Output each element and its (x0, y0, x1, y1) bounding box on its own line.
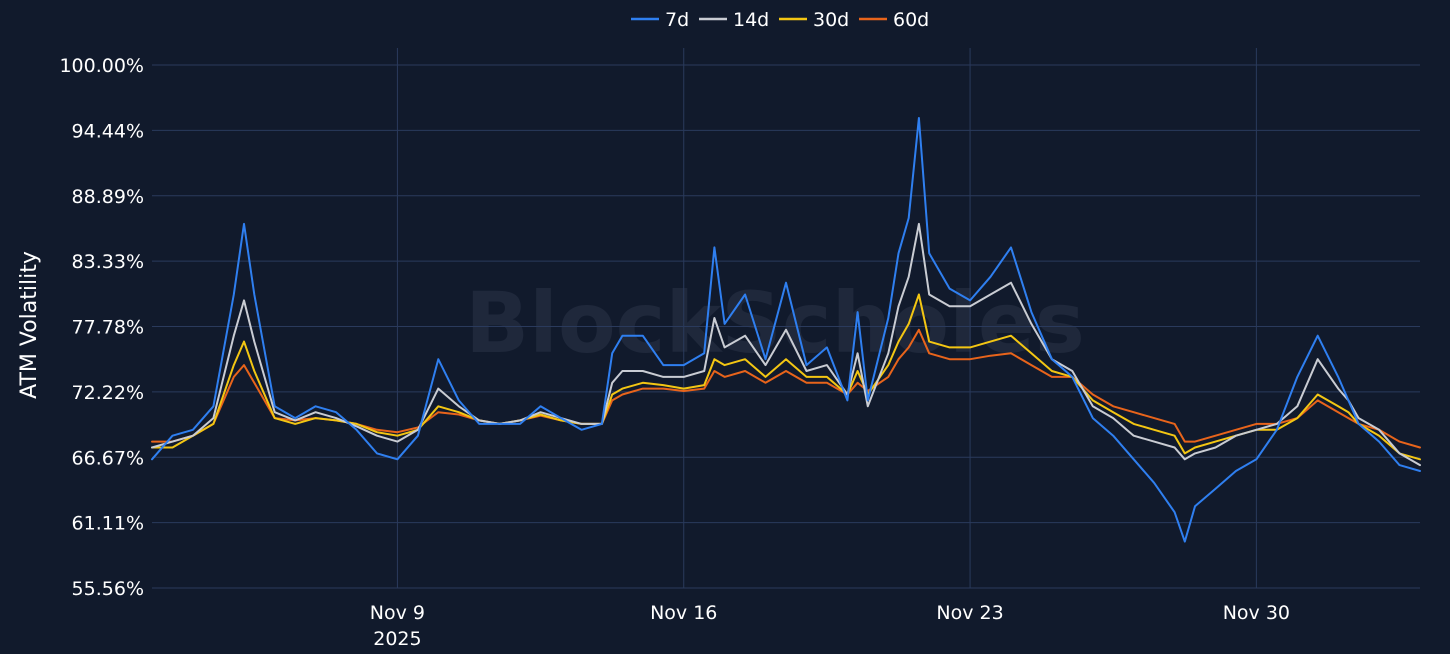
series-line-14d (151, 222, 1421, 467)
legend-item-30d[interactable]: 30d (779, 9, 849, 31)
grid (152, 48, 1420, 589)
legend-label: 14d (733, 9, 769, 31)
y-tick-label: 83.33% (72, 251, 144, 273)
series-layer (151, 117, 1421, 543)
x-axis: Nov 9 2025 Nov 16 Nov 23 Nov 30 (370, 602, 1290, 650)
y-tick-label: 72.22% (72, 382, 144, 404)
y-tick-label: 77.78% (72, 317, 144, 339)
series-line-60d (151, 328, 1421, 449)
x-tick-label: Nov 16 (650, 602, 717, 624)
legend-label: 30d (813, 9, 849, 31)
legend-label: 7d (665, 9, 689, 31)
x-tick-sublabel: 2025 (373, 628, 421, 650)
legend-item-14d[interactable]: 14d (699, 9, 769, 31)
x-tick-label: Nov 30 (1223, 602, 1290, 624)
y-axis: 100.00% 94.44% 88.89% 83.33% 77.78% 72.22% 66.… (59, 55, 144, 600)
y-tick-label: 66.67% (72, 447, 144, 469)
legend: 7d 14d 30d 60d (631, 9, 929, 31)
y-axis-label: ATM Volatility (17, 251, 42, 399)
y-tick-label: 88.89% (72, 186, 144, 208)
series-line-30d (151, 293, 1421, 461)
y-tick-label: 55.56% (72, 578, 144, 600)
x-tick-label: Nov 9 (370, 602, 425, 624)
y-tick-label: 94.44% (72, 120, 144, 142)
legend-label: 60d (893, 9, 929, 31)
y-tick-label: 100.00% (59, 55, 144, 77)
legend-item-7d[interactable]: 7d (631, 9, 689, 31)
y-tick-label: 61.11% (72, 513, 144, 535)
legend-item-60d[interactable]: 60d (859, 9, 929, 31)
x-tick-label: Nov 23 (936, 602, 1003, 624)
series-line-7d (151, 117, 1421, 543)
